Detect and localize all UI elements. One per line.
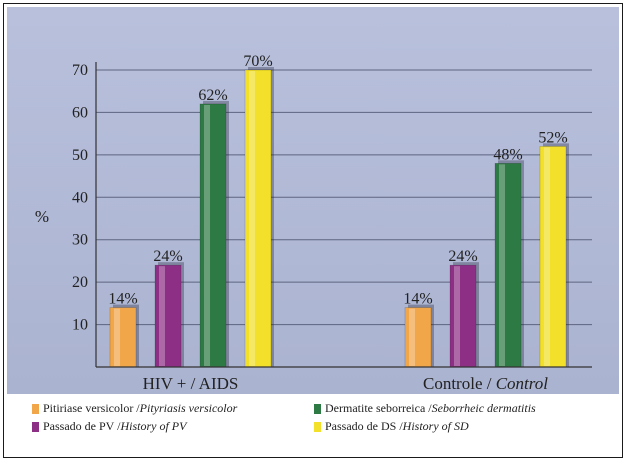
bar-highlight (544, 147, 550, 366)
data-label: 24% (153, 248, 182, 265)
bar-highlight (499, 164, 505, 366)
legend-label-pityriasis: Pitiriase versicolor / (43, 401, 140, 415)
y-axis-label: % (35, 207, 49, 226)
legend-swatch-pityriasis (32, 403, 39, 414)
y-tick-label: 10 (72, 317, 88, 334)
data-label: 52% (538, 129, 567, 146)
data-label: 48% (493, 146, 522, 163)
y-tick-label: 60 (72, 104, 88, 121)
y-tick-label: 30 (72, 232, 88, 249)
legend-label-seborrheic-italic: Seborrheic dermatitis (431, 401, 536, 415)
legend-label-history-sd: Passado de DS / (325, 419, 403, 433)
legend-item-history-sd: Passado de DS / History of SD (314, 419, 469, 434)
y-tick-label: 50 (72, 147, 88, 164)
data-label: 24% (448, 248, 477, 265)
y-tick-label: 20 (72, 274, 88, 291)
bar (539, 146, 567, 368)
bar (244, 69, 272, 368)
legend-label-history-pv-italic: History of PV (120, 419, 187, 433)
bar (109, 307, 137, 368)
legend-swatch-seborrheic (314, 403, 321, 414)
legend-label-history-pv: Passado de PV / (43, 419, 121, 433)
data-label: 14% (403, 291, 432, 308)
bar (449, 264, 477, 368)
bar (404, 307, 432, 368)
x-category-label-italic: Control (496, 374, 549, 393)
x-category-label: Controle / Control (423, 374, 548, 393)
bar-highlight (454, 266, 460, 366)
y-tick-label: 40 (72, 189, 88, 206)
y-tick-label: 70 (72, 62, 88, 79)
bar-highlight (159, 266, 165, 366)
bar-highlight (114, 308, 120, 366)
plot-background (7, 7, 619, 394)
bar (494, 163, 522, 368)
bars (109, 67, 569, 368)
x-category-label-text: HIV + / AIDS (143, 374, 239, 393)
legend-label-history-sd-italic: History of SD (402, 419, 469, 433)
data-label: 14% (108, 291, 137, 308)
bar-highlight (249, 71, 255, 366)
bar-highlight (409, 308, 415, 366)
data-label: 70% (243, 53, 272, 70)
bar (154, 264, 182, 368)
legend-item-seborrheic: Dermatite seborreica / Seborrheic dermat… (314, 401, 536, 416)
legend-item-pityriasis: Pitiriase versicolor / Pityriasis versic… (32, 401, 237, 416)
axes: 10 20 30 40 50 60 70% HIV + / AIDS Controle / Co… (35, 62, 592, 393)
legend-item-history-pv: Passado de PV / History of PV (32, 419, 186, 434)
bar (199, 103, 227, 368)
bar-highlight (204, 104, 210, 366)
legend: Pitiriase versicolor / Pityriasis versic… (32, 397, 617, 439)
data-label: 62% (198, 87, 227, 104)
legend-swatch-history-pv (32, 421, 39, 432)
x-category-label-text: Controle / (423, 374, 496, 393)
legend-swatch-history-sd (314, 421, 321, 432)
legend-label-pityriasis-italic: Pityriasis versicolor (139, 401, 238, 415)
data-labels: 14% 24% 62% 70% 14% 24% 48% 52% (108, 53, 567, 308)
legend-label-seborrheic: Dermatite seborreica / (325, 401, 432, 415)
x-category-label: HIV + / AIDS (143, 374, 239, 393)
